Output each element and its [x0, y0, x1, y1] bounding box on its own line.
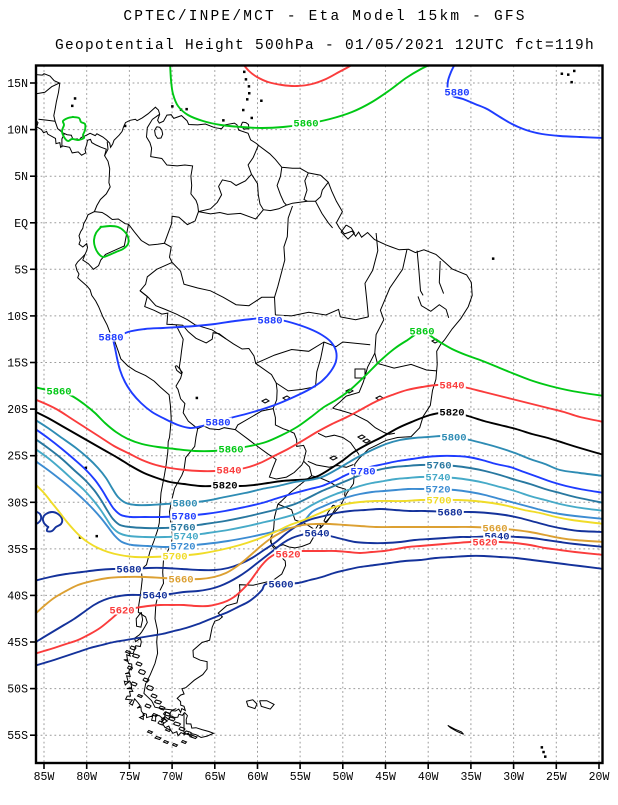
svg-text:5860: 5860 [409, 327, 434, 339]
svg-text:Geopotential Height 500hPa - 0: Geopotential Height 500hPa - 01/05/2021 … [55, 38, 595, 54]
svg-text:5800: 5800 [441, 433, 466, 445]
svg-text:35W: 35W [461, 771, 482, 784]
svg-text:5880: 5880 [444, 88, 469, 100]
svg-text:70W: 70W [162, 771, 183, 784]
svg-text:40S: 40S [7, 590, 28, 603]
svg-text:10N: 10N [7, 125, 28, 138]
svg-text:50S: 50S [7, 684, 28, 697]
svg-text:80W: 80W [76, 771, 97, 784]
svg-text:40W: 40W [418, 771, 439, 784]
svg-text:5780: 5780 [171, 512, 196, 524]
svg-text:5840: 5840 [216, 466, 241, 478]
svg-text:5680: 5680 [116, 565, 141, 577]
svg-text:60W: 60W [247, 771, 268, 784]
svg-text:5720: 5720 [170, 542, 195, 554]
svg-text:65W: 65W [204, 771, 225, 784]
svg-text:5820: 5820 [212, 481, 237, 493]
svg-text:25S: 25S [7, 451, 28, 464]
svg-text:5640: 5640 [142, 591, 167, 603]
svg-text:5600: 5600 [268, 580, 293, 592]
svg-text:20S: 20S [7, 404, 28, 417]
svg-text:5700: 5700 [426, 496, 451, 508]
svg-text:5800: 5800 [172, 499, 197, 511]
svg-text:5880: 5880 [257, 316, 282, 328]
svg-text:30W: 30W [503, 771, 524, 784]
svg-text:45S: 45S [7, 637, 28, 650]
svg-text:5N: 5N [14, 171, 28, 184]
svg-text:15S: 15S [7, 358, 28, 371]
svg-text:20W: 20W [589, 771, 610, 784]
svg-text:5720: 5720 [425, 485, 450, 497]
svg-text:10S: 10S [7, 311, 28, 324]
svg-text:45W: 45W [375, 771, 396, 784]
svg-text:5860: 5860 [293, 119, 318, 131]
svg-text:5780: 5780 [350, 467, 375, 479]
svg-text:5620: 5620 [109, 606, 134, 618]
svg-text:5620: 5620 [472, 538, 497, 550]
svg-text:85W: 85W [34, 771, 55, 784]
svg-text:5S: 5S [14, 264, 28, 277]
svg-text:CPTEC/INPE/MCT - Eta Model 15: CPTEC/INPE/MCT - Eta Model 15km - GFS [123, 9, 526, 25]
svg-text:15N: 15N [7, 78, 28, 91]
svg-text:5760: 5760 [426, 461, 451, 473]
svg-text:75W: 75W [119, 771, 140, 784]
svg-text:5740: 5740 [425, 473, 450, 485]
svg-text:5660: 5660 [168, 575, 193, 587]
svg-text:5860: 5860 [46, 387, 71, 399]
svg-text:5840: 5840 [439, 381, 464, 393]
svg-text:5880: 5880 [98, 333, 123, 345]
svg-text:25W: 25W [546, 771, 567, 784]
svg-text:5680: 5680 [437, 508, 462, 520]
svg-text:5860: 5860 [218, 445, 243, 457]
svg-text:EQ: EQ [14, 218, 28, 231]
svg-text:5820: 5820 [439, 408, 464, 420]
svg-text:5620: 5620 [275, 550, 300, 562]
svg-text:50W: 50W [332, 771, 353, 784]
svg-text:55W: 55W [290, 771, 311, 784]
svg-text:35S: 35S [7, 544, 28, 557]
svg-text:5640: 5640 [304, 529, 329, 541]
svg-text:5880: 5880 [205, 418, 230, 430]
svg-text:5700: 5700 [162, 552, 187, 564]
svg-text:30S: 30S [7, 497, 28, 510]
svg-text:5740: 5740 [173, 532, 198, 544]
svg-text:55S: 55S [7, 730, 28, 743]
